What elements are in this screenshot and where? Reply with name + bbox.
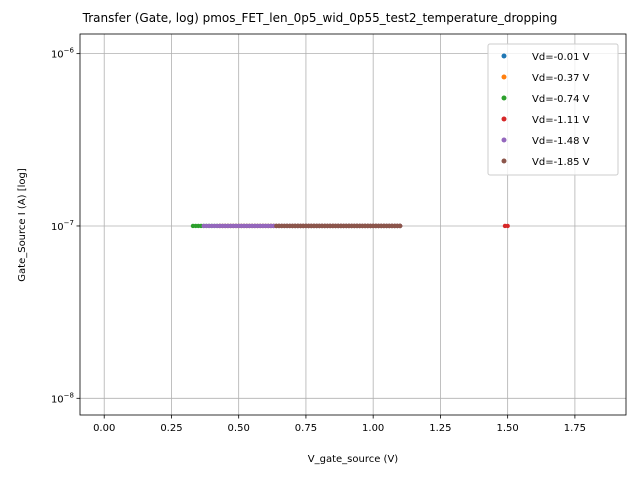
y-tick-base: 10 xyxy=(51,50,64,61)
legend: Vd=-0.01 V Vd=-0.37 V Vd=-0.74 V Vd=-1.11 V… xyxy=(487,43,619,176)
legend-marker xyxy=(501,158,507,164)
y-tick-base: 10 xyxy=(51,222,64,233)
y-axis-ticks: 10−810−710−6 xyxy=(51,47,80,405)
x-axis-label: V_gate_source (V) xyxy=(308,454,399,465)
legend-marker xyxy=(501,74,507,80)
x-tick-label: 0.50 xyxy=(228,423,250,434)
x-tick-label: 1.50 xyxy=(497,423,519,434)
y-axis-label: Gate_Source I (A) [log] xyxy=(17,168,28,282)
x-axis-ticks: 0.00 0.25 0.50 0.75 1.00 1.25 1.50 1.75 xyxy=(93,415,586,434)
y-tick-label: 10−7 xyxy=(51,219,74,233)
y-tick-exponent: −6 xyxy=(64,47,75,55)
legend-label: Vd=-1.48 V xyxy=(532,136,590,147)
y-tick-label: 10−6 xyxy=(51,47,75,61)
legend-marker xyxy=(501,95,507,101)
y-tick-exponent: −7 xyxy=(64,219,74,227)
legend-label: Vd=-0.74 V xyxy=(532,94,590,105)
x-tick-label: 0.25 xyxy=(160,423,182,434)
x-tick-label: 1.00 xyxy=(362,423,384,434)
data-point xyxy=(397,223,403,229)
data-points xyxy=(190,223,510,229)
x-tick-label: 1.25 xyxy=(429,423,451,434)
chart-title: Transfer (Gate, log) pmos_FET_len_0p5_wi… xyxy=(82,11,558,25)
data-point xyxy=(505,223,510,229)
legend-label: Vd=-1.85 V xyxy=(532,157,590,168)
plot-frame xyxy=(79,33,627,416)
y-tick-base: 10 xyxy=(51,394,64,405)
legend-label: Vd=-0.01 V xyxy=(532,52,590,63)
y-tick-label: 10−8 xyxy=(51,391,74,405)
x-tick-label: 1.75 xyxy=(564,423,586,434)
series-5 xyxy=(274,223,403,229)
x-tick-label: 0.75 xyxy=(295,423,317,434)
legend-marker xyxy=(501,53,507,59)
legend-label: Vd=-1.11 V xyxy=(532,115,590,126)
legend-marker xyxy=(501,116,507,122)
legend-frame xyxy=(487,43,619,176)
legend-marker xyxy=(501,137,507,143)
y-tick-exponent: −8 xyxy=(64,391,74,399)
legend-label: Vd=-0.37 V xyxy=(532,73,590,84)
x-tick-label: 0.00 xyxy=(93,423,115,434)
